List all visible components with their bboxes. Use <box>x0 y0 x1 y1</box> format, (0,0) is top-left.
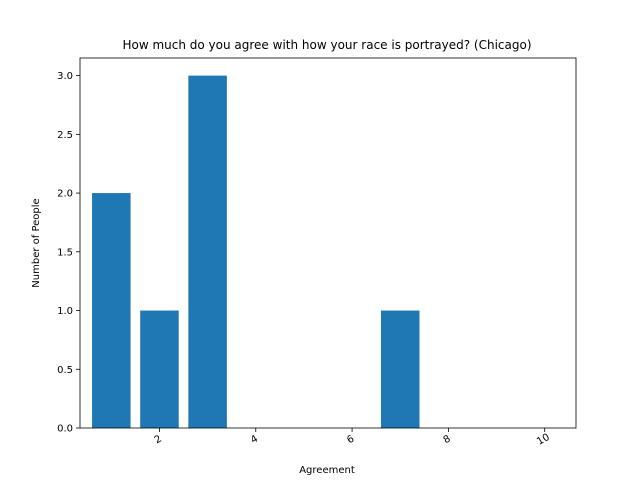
y-tick-label: 1.5 <box>57 247 73 258</box>
y-tick-label: 3.0 <box>57 71 73 82</box>
x-tick-label: 4 <box>249 433 260 446</box>
y-tick-label: 0.5 <box>57 365 73 376</box>
x-axis-label: Agreement <box>299 465 355 476</box>
chart-title: How much do you agree with how your race… <box>122 38 531 52</box>
bar-7 <box>380 310 420 428</box>
y-tick-label: 2.0 <box>57 189 73 200</box>
y-tick-label: 0.0 <box>57 424 73 435</box>
bar-2 <box>140 310 179 428</box>
bars-group <box>92 75 420 428</box>
y-tick-label: 2.5 <box>57 130 73 141</box>
x-tick-label: 2 <box>153 433 164 446</box>
bar-1 <box>92 193 131 428</box>
y-axis-ticks: 0.0 0.5 1.0 1.5 2.0 2.5 3.0 <box>57 71 80 435</box>
x-tick-label: 6 <box>345 433 356 446</box>
y-tick-label: 1.0 <box>57 306 73 317</box>
plot-frame <box>79 57 577 429</box>
x-tick-label: 10 <box>535 432 552 448</box>
x-tick-label: 8 <box>442 433 453 446</box>
y-axis-label: Number of People <box>31 198 42 287</box>
x-axis-ticks: 2 4 6 8 10 <box>153 428 552 448</box>
bar-3 <box>188 75 227 428</box>
